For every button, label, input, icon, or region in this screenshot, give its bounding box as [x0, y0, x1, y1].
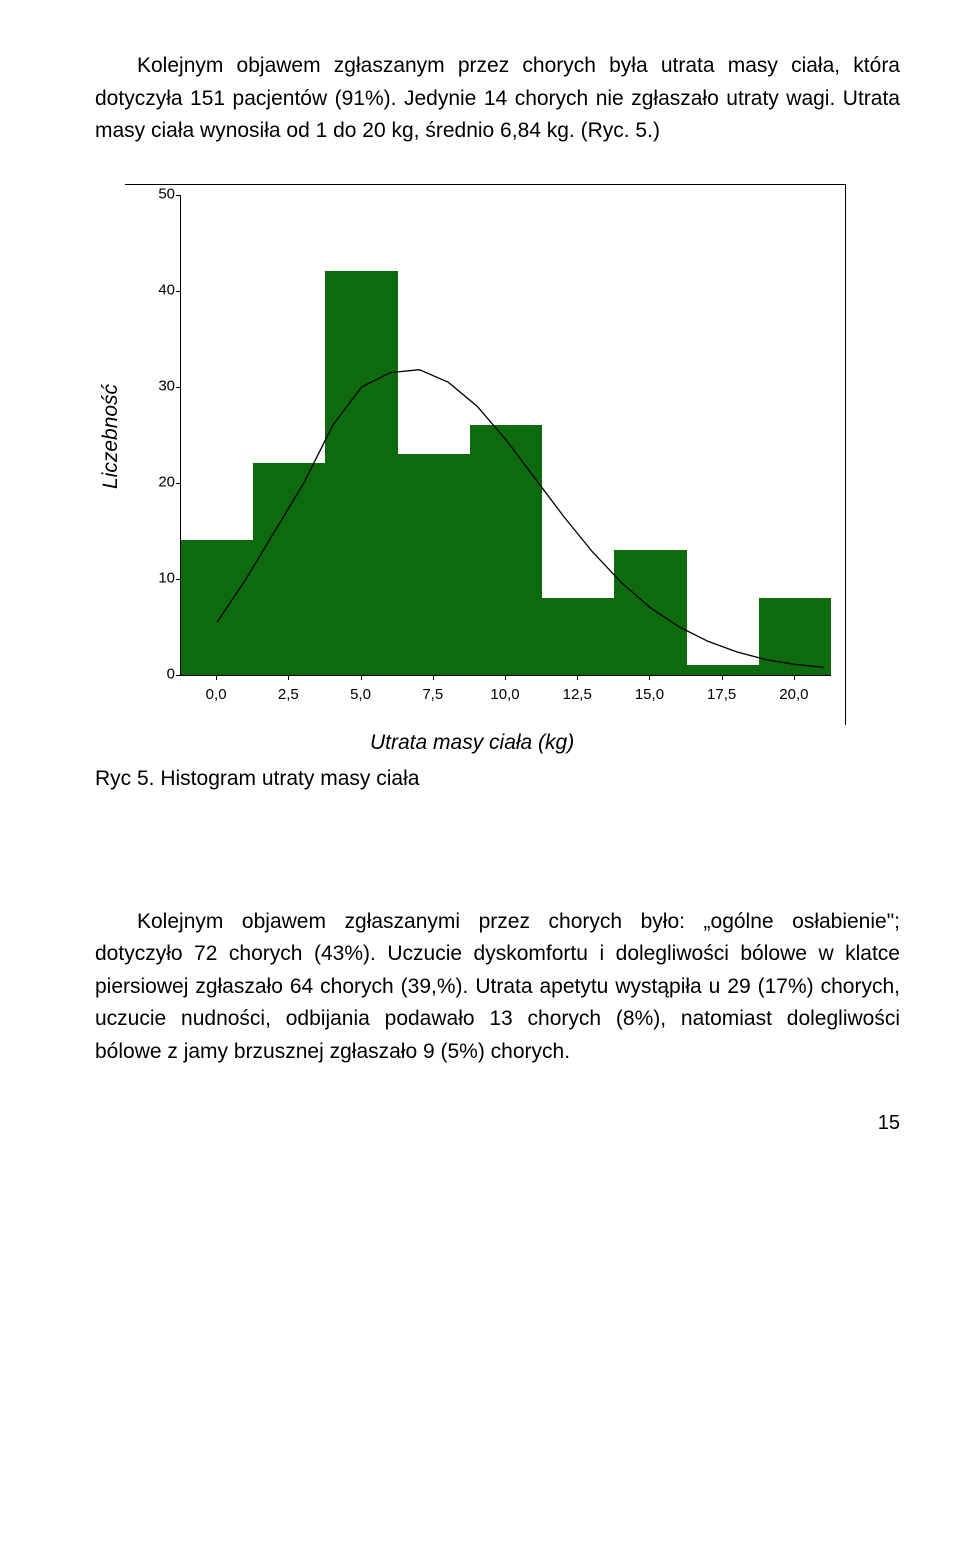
chart-x-tick-label: 5,0: [350, 683, 371, 706]
chart-area: 0 10 20 30 40 50 0,0 2,5 5,0 7,5 10,0 12,5 15,0 17,5 2…: [125, 184, 846, 725]
chart-x-tick-label: 20,0: [779, 683, 808, 706]
chart-y-tick-label: 10: [145, 567, 175, 590]
chart-x-tick-label: 10,0: [490, 683, 519, 706]
chart-bar: [542, 598, 614, 675]
chart-x-tick-label: 0,0: [206, 683, 227, 706]
chart-bar: [325, 271, 397, 674]
chart-x-axis-label: Utrata masy ciała (kg): [370, 727, 574, 760]
paragraph-1: Kolejnym objawem zgłaszanym przez choryc…: [95, 50, 900, 148]
page-number: 15: [95, 1108, 900, 1139]
chart-y-tick-label: 20: [145, 471, 175, 494]
chart-y-tick-label: 30: [145, 375, 175, 398]
chart-y-tick-label: 50: [145, 183, 175, 206]
chart-x-tick-label: 17,5: [707, 683, 736, 706]
chart-x-tick-label: 2,5: [278, 683, 299, 706]
chart-caption: Ryc 5. Histogram utraty masy ciała: [95, 763, 900, 796]
chart-bar: [687, 665, 759, 675]
chart-y-axis-label: Liczebność: [95, 178, 125, 725]
chart-x-tick-label: 15,0: [635, 683, 664, 706]
histogram-chart: Liczebność 0 10 20 30 40 50 0,0 2,5 5,0 7,5 10,0 12…: [95, 178, 900, 796]
chart-plot: [180, 195, 831, 676]
chart-bar: [759, 598, 831, 675]
chart-bar: [253, 463, 325, 674]
chart-bar: [181, 540, 253, 674]
chart-y-tick-label: 0: [145, 663, 175, 686]
paragraph-2: Kolejnym objawem zgłaszanymi przez chory…: [95, 906, 900, 1069]
chart-bar: [398, 454, 470, 675]
chart-bar: [614, 550, 686, 675]
chart-y-tick-label: 40: [145, 279, 175, 302]
chart-x-tick-label: 7,5: [422, 683, 443, 706]
chart-bar: [470, 425, 542, 675]
chart-x-tick-label: 12,5: [563, 683, 592, 706]
